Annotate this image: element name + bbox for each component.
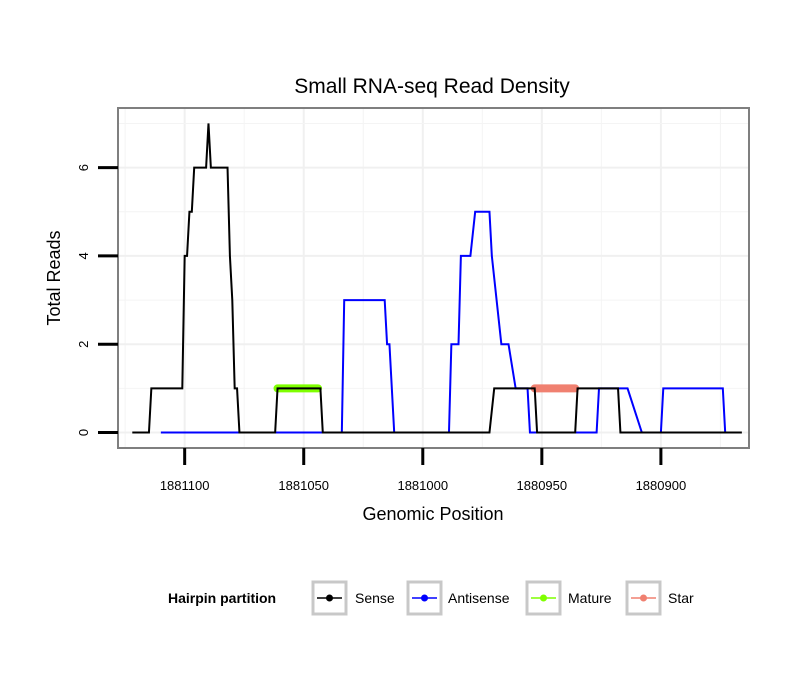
y-tick-label: 4 — [76, 252, 91, 259]
x-axis: 1881100 1881050 1881000 1880950 1880900 — [160, 448, 686, 493]
legend-label-mature: Mature — [568, 590, 612, 606]
plot-panel — [118, 108, 749, 448]
y-axis-title: Total Reads — [44, 230, 64, 325]
legend: Hairpin partition Sense Antisense Mature… — [168, 580, 694, 616]
y-tick-label: 6 — [76, 164, 91, 171]
legend-label-star: Star — [668, 590, 694, 606]
y-tick-label: 2 — [76, 341, 91, 348]
plot-border — [117, 107, 750, 449]
legend-dot-mature — [540, 594, 547, 602]
chart-title: Small RNA-seq Read Density — [294, 75, 570, 98]
legend-item-sense: Sense — [311, 580, 395, 616]
x-tick-label: 1880900 — [636, 478, 687, 493]
x-tick-label: 1881050 — [278, 478, 329, 493]
x-axis-title: Genomic Position — [362, 504, 503, 524]
legend-item-antisense: Antisense — [406, 580, 510, 616]
x-tick-label: 1881000 — [397, 478, 448, 493]
legend-dot-star — [640, 594, 647, 602]
legend-item-star: Star — [625, 580, 694, 616]
y-tick-label: 0 — [76, 429, 91, 436]
x-tick-label: 1880950 — [517, 478, 568, 493]
plot-background — [118, 108, 749, 448]
series-layer — [132, 123, 742, 434]
legend-label-sense: Sense — [355, 590, 395, 606]
x-tick-label: 1881100 — [160, 478, 210, 493]
legend-dot-antisense — [421, 594, 428, 602]
legend-dot-sense — [326, 594, 333, 602]
legend-label-antisense: Antisense — [448, 590, 510, 606]
legend-title: Hairpin partition — [168, 590, 276, 606]
legend-item-mature: Mature — [525, 580, 612, 616]
series-line-sense — [132, 123, 742, 434]
y-axis: 0 2 4 6 — [76, 164, 118, 436]
